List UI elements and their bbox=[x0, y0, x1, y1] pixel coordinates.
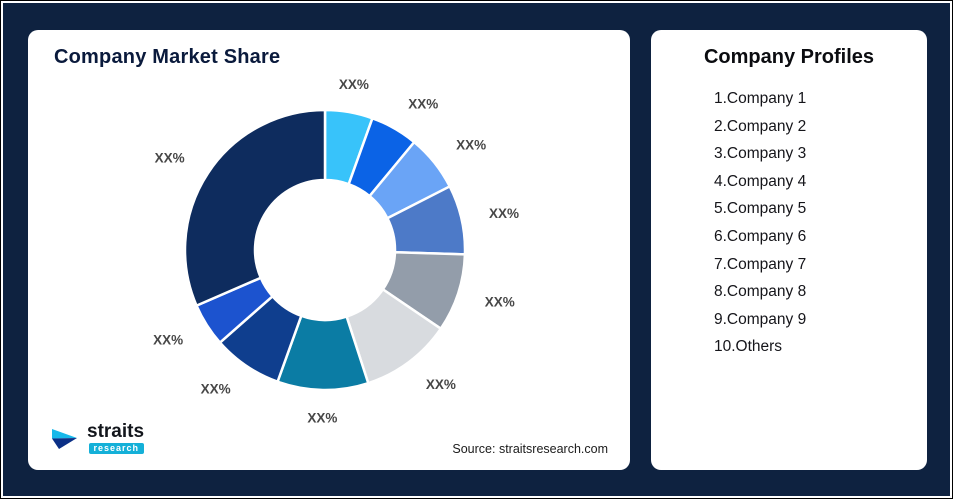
profile-item: 9.Company 9 bbox=[714, 310, 807, 328]
slice-label: XX% bbox=[201, 381, 231, 396]
market-share-donut-chart: XX% XX% XX% XX% XX% XX% XX% XX% XX% XX% bbox=[153, 77, 519, 426]
slice-label: XX% bbox=[339, 77, 369, 92]
profile-item: 4.Company 4 bbox=[714, 172, 807, 190]
slice-label: XX% bbox=[485, 294, 515, 309]
profile-item: 10.Others bbox=[714, 338, 783, 356]
profile-item: 5.Company 5 bbox=[714, 200, 807, 218]
profile-item: 2.Company 2 bbox=[714, 117, 807, 135]
slice-label: XX% bbox=[489, 206, 519, 221]
slice-label: XX% bbox=[456, 138, 486, 153]
slice-label: XX% bbox=[155, 150, 185, 165]
company-profiles-card: Company Profiles 1.Company 1 2.Company 2… bbox=[651, 30, 927, 470]
profile-item: 3.Company 3 bbox=[714, 145, 807, 163]
profile-item: 1.Company 1 bbox=[714, 90, 807, 107]
donut-slice-others bbox=[183, 108, 327, 307]
profile-item: 6.Company 6 bbox=[714, 227, 807, 245]
slice-label: XX% bbox=[426, 377, 456, 392]
slice-label: XX% bbox=[307, 411, 337, 426]
straits-research-logo: straits research bbox=[50, 421, 145, 454]
source-attribution: Source: straitsresearch.com bbox=[452, 442, 608, 456]
logo-text: straits research bbox=[87, 421, 145, 454]
company-profiles-title: Company Profiles bbox=[703, 46, 875, 68]
logo-subtitle: research bbox=[88, 443, 145, 454]
market-share-title: Company Market Share bbox=[54, 46, 281, 68]
straits-logo-mark-icon bbox=[52, 429, 77, 449]
slice-label: XX% bbox=[408, 97, 438, 112]
logo-brand: straits bbox=[87, 421, 145, 442]
slice-label: XX% bbox=[153, 333, 183, 348]
profile-item: 7.Company 7 bbox=[714, 255, 807, 273]
market-share-card: Company Market Share XX% XX% XX% XX% XX% XX% X… bbox=[28, 30, 630, 470]
company-profiles-list: 1.Company 1 2.Company 2 3.Company 3 4.Co… bbox=[651, 85, 927, 361]
profile-item: 8.Company 8 bbox=[714, 283, 807, 301]
